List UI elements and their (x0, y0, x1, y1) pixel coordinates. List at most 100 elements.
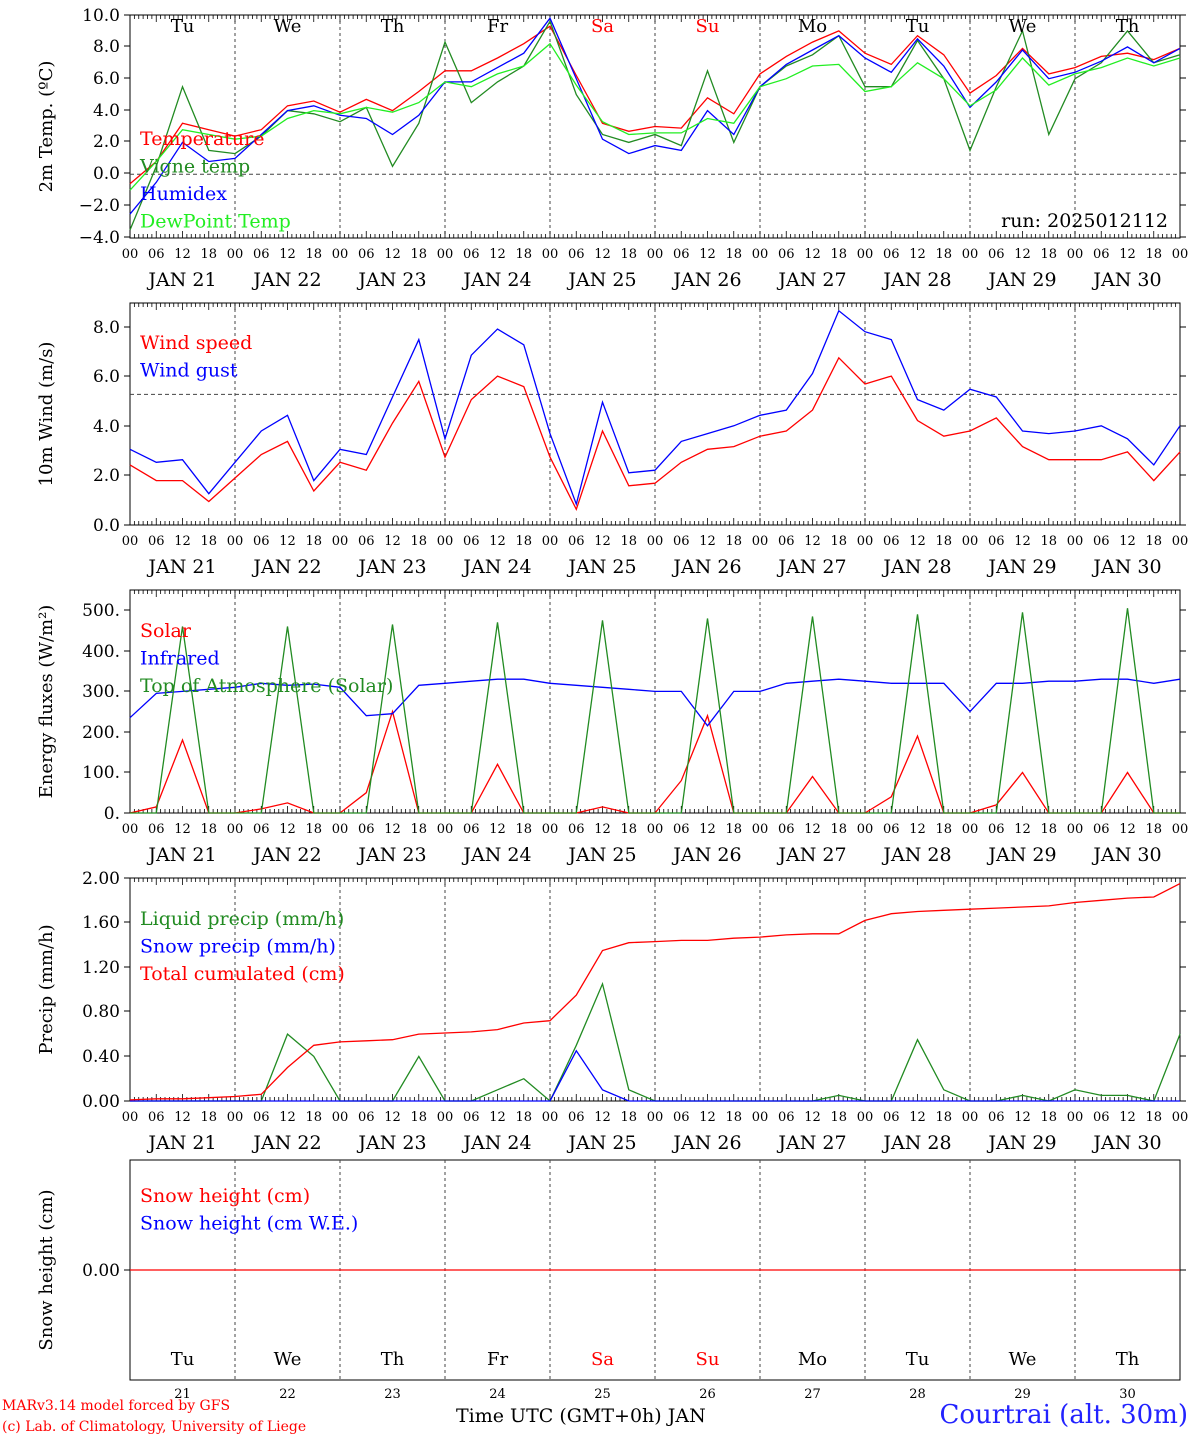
y-tick-label: 2.00 (82, 869, 120, 889)
day-number-label: 21 (174, 1387, 191, 1402)
date-label: JAN 25 (566, 844, 636, 866)
date-label: JAN 29 (986, 1132, 1056, 1154)
y-tick-label: 6.0 (93, 367, 120, 387)
hour-label: 00 (437, 822, 454, 837)
hour-label: 12 (384, 247, 401, 262)
hour-label: 18 (305, 822, 322, 837)
panel-wind: 8.0 6.0 4.0 2.0 0.0 10m Wind (m/s) Wind speed W… (36, 302, 1188, 578)
hour-label: 18 (1145, 1110, 1162, 1125)
panel-frame (129, 589, 1181, 814)
hour-label: 00 (962, 1110, 979, 1125)
series-line (130, 1049, 1180, 1102)
hour-label: 12 (594, 247, 611, 262)
hour-label: 06 (148, 1110, 165, 1125)
hour-label: 06 (253, 534, 270, 549)
legend-entry: Total cumulated (cm) (140, 963, 345, 985)
hour-label: 00 (752, 822, 769, 837)
date-label: JAN 24 (461, 844, 531, 866)
hour-label: 18 (200, 534, 217, 549)
hour-label: 00 (1172, 822, 1189, 837)
legend-entry: DewPoint Temp (140, 211, 291, 233)
y-tick-label: 1.60 (82, 913, 120, 933)
hour-label: 12 (384, 534, 401, 549)
hour-label: 12 (909, 822, 926, 837)
hour-label: 12 (1014, 247, 1031, 262)
weekday-label: Th (1116, 16, 1140, 37)
hour-label: 00 (122, 247, 139, 262)
legend-entry: Solar (140, 620, 192, 642)
y-tick-label: 0.00 (82, 1261, 120, 1281)
hour-label: 00 (647, 1110, 664, 1125)
hour-label: 06 (358, 822, 375, 837)
hour-label: 00 (962, 534, 979, 549)
hour-label: 00 (857, 534, 874, 549)
y-axis-label: 10m Wind (m/s) (36, 342, 57, 487)
hour-label: 00 (227, 822, 244, 837)
date-label: JAN 23 (356, 1132, 426, 1154)
hour-label: 12 (174, 534, 191, 549)
hour-label: 06 (673, 822, 690, 837)
weekday-label: Th (1116, 1349, 1140, 1370)
hour-label: 06 (1093, 822, 1110, 837)
hour-label: 18 (935, 1110, 952, 1125)
weekday-label: Fr (487, 16, 508, 37)
weekday-label: Mo (798, 1349, 827, 1370)
hour-label: 06 (673, 247, 690, 262)
legend-entry: Temperature (140, 128, 264, 150)
hour-label: 00 (1172, 247, 1189, 262)
legend-entry: Top of Atmosphere (Solar) (140, 675, 393, 697)
hour-label: 18 (200, 1110, 217, 1125)
hour-label: 18 (1145, 247, 1162, 262)
hour-label: 00 (227, 247, 244, 262)
hour-label: 00 (647, 534, 664, 549)
hour-label: 06 (568, 1110, 585, 1125)
date-label: JAN 22 (251, 556, 321, 578)
date-label: JAN 26 (671, 269, 741, 291)
series-line (129, 42, 1181, 191)
hour-label: 00 (1067, 1110, 1084, 1125)
hour-label: 06 (883, 822, 900, 837)
hour-label: 12 (804, 247, 821, 262)
hour-label: 06 (778, 1110, 795, 1125)
hour-label: 06 (778, 247, 795, 262)
date-label: JAN 23 (356, 269, 426, 291)
date-label: JAN 24 (461, 556, 531, 578)
day-number-label: 27 (804, 1387, 821, 1402)
hour-label: 12 (279, 1110, 296, 1125)
hour-label: 00 (962, 247, 979, 262)
hour-label: 12 (1014, 534, 1031, 549)
hour-label: 06 (1093, 1110, 1110, 1125)
y-axis-label: Snow height (cm) (36, 1189, 57, 1350)
date-label: JAN 27 (776, 556, 846, 578)
hour-label: 06 (463, 822, 480, 837)
hour-label: 06 (253, 822, 270, 837)
weekday-label: Sa (591, 16, 614, 37)
series-line (130, 608, 1180, 814)
hour-label: 18 (830, 534, 847, 549)
y-tick-label: 8.0 (93, 37, 120, 57)
hour-label: 18 (410, 1110, 427, 1125)
hour-label: 18 (515, 1110, 532, 1125)
weekday-label: Sa (591, 1349, 614, 1370)
hour-label: 00 (542, 534, 559, 549)
hour-label: 00 (857, 1110, 874, 1125)
hour-label: 06 (883, 534, 900, 549)
series-line (129, 883, 1181, 1101)
hour-label: 18 (410, 822, 427, 837)
series-line (129, 356, 1181, 511)
hour-label: 18 (725, 1110, 742, 1125)
y-tick-label: 0.00 (82, 1092, 120, 1112)
series-line (129, 678, 1181, 727)
hour-label: 12 (699, 247, 716, 262)
hour-label: 18 (200, 822, 217, 837)
hour-label: 18 (515, 534, 532, 549)
day-number-label: 28 (909, 1387, 926, 1402)
hour-label: 00 (332, 822, 349, 837)
hour-label: 06 (673, 1110, 690, 1125)
day-number-label: 22 (279, 1387, 296, 1402)
y-tick-label: 1.20 (82, 958, 120, 978)
hour-label: 06 (148, 534, 165, 549)
hour-label: 06 (253, 1110, 270, 1125)
date-label: JAN 21 (146, 1132, 216, 1154)
y-tick-label: 200. (82, 723, 120, 743)
